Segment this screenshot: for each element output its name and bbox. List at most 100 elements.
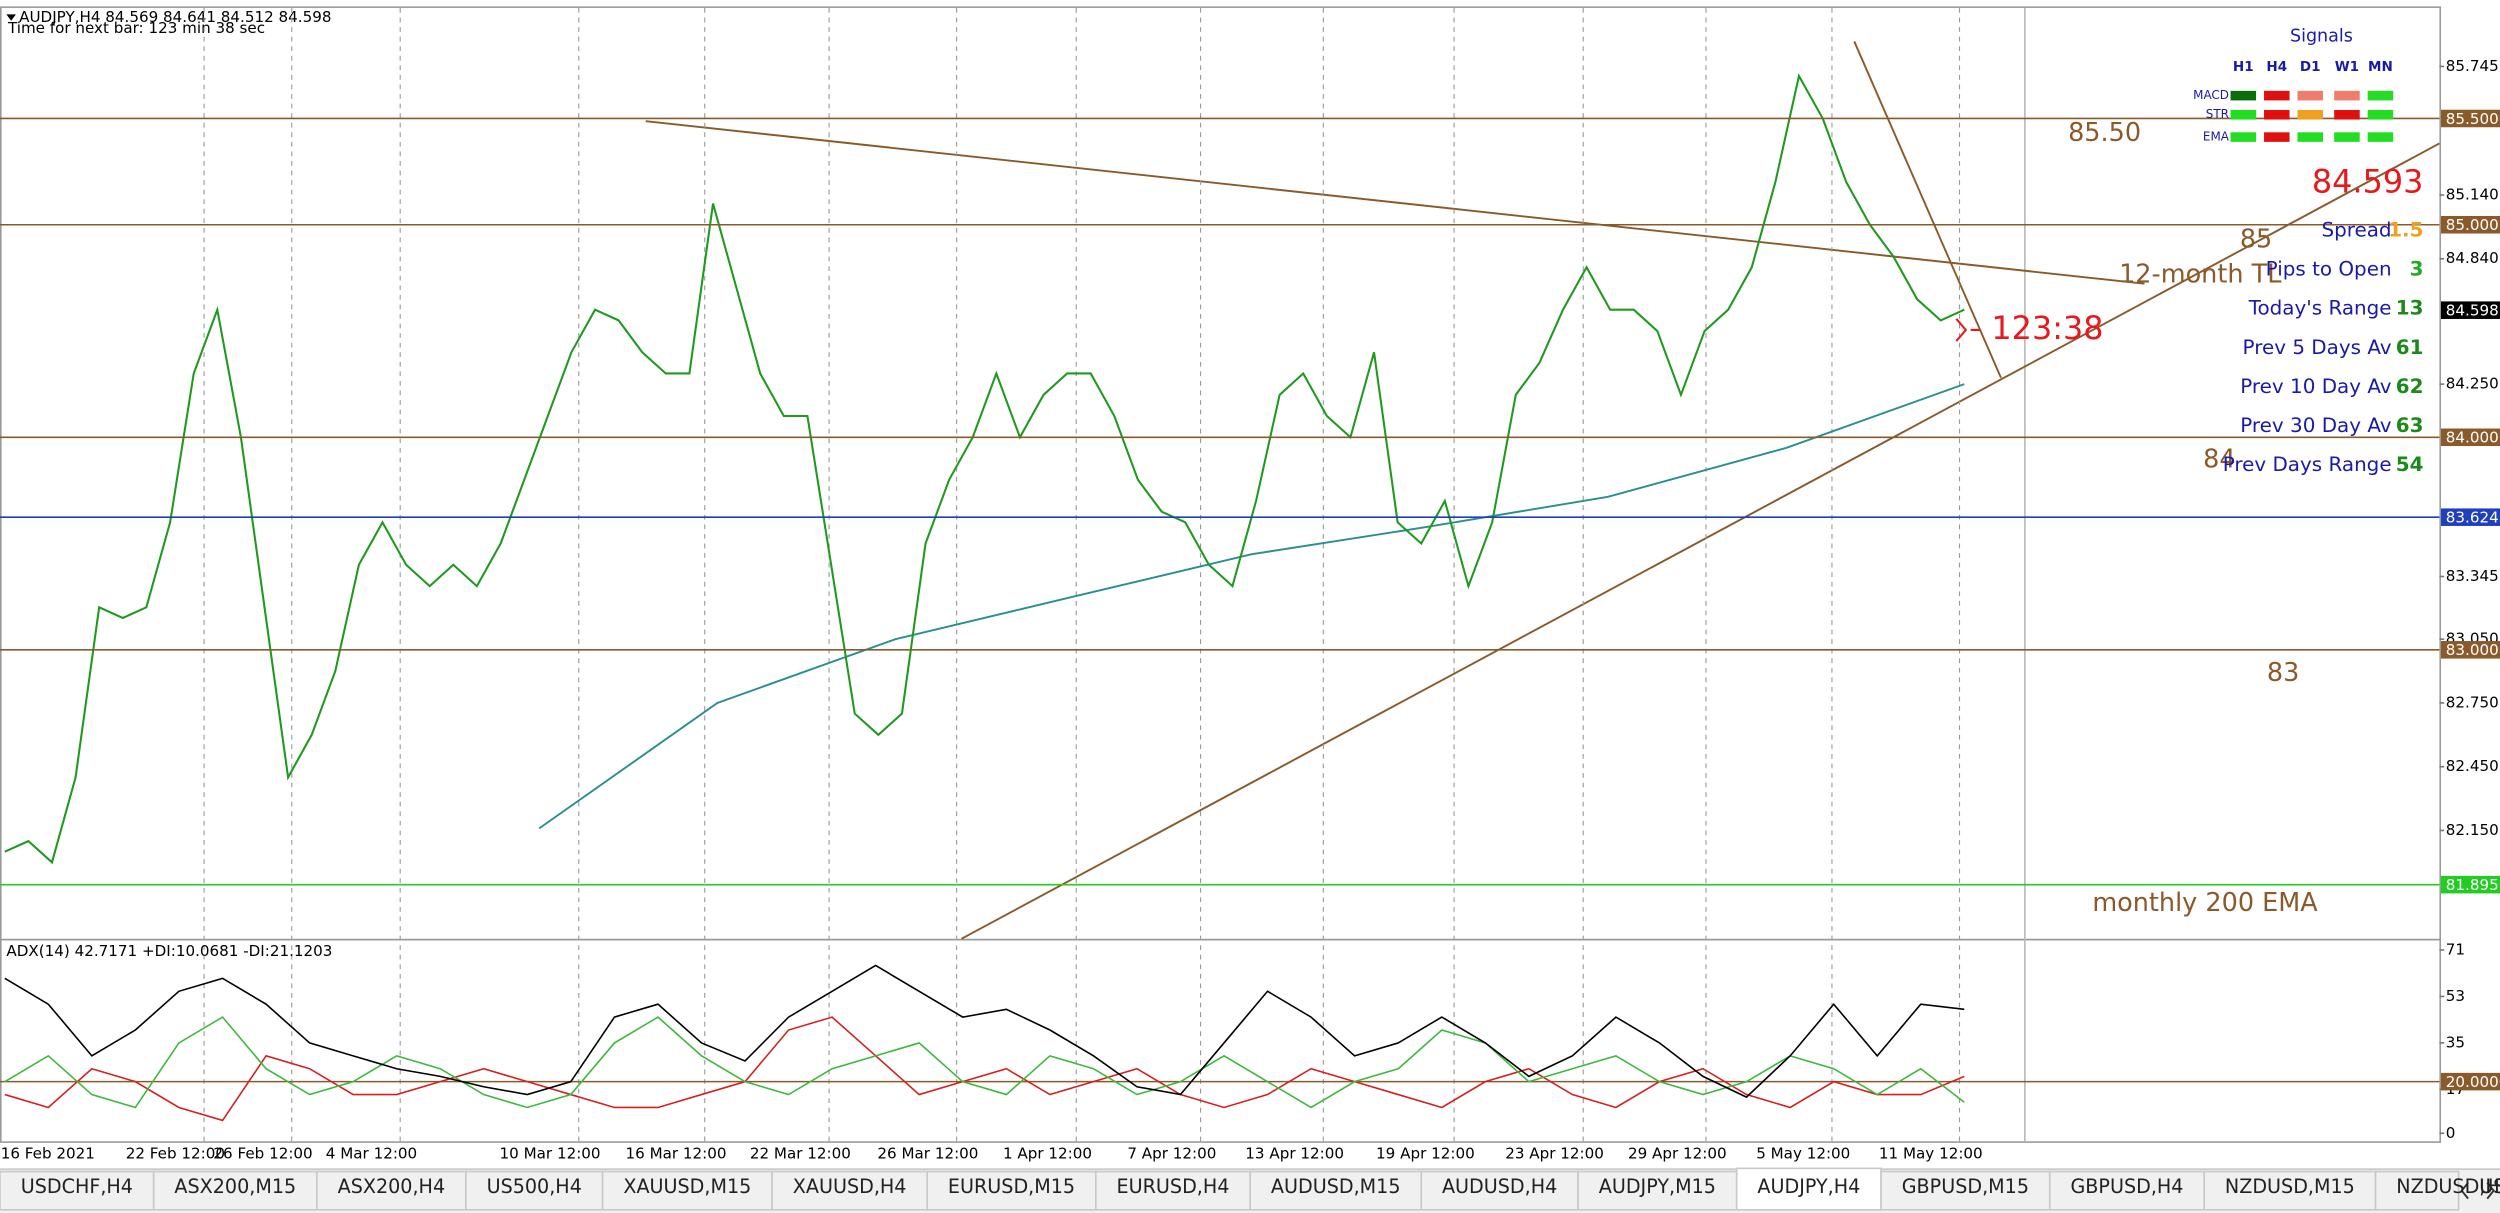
x-tick-label: 22 Feb 12:00 bbox=[126, 1145, 225, 1163]
tab[interactable]: GBPUSD,H4 bbox=[2048, 1170, 2205, 1211]
tab[interactable]: EURUSD,M15 bbox=[926, 1170, 1097, 1211]
tab-background[interactable] bbox=[926, 1170, 1097, 1211]
info-label: Prev Days Range bbox=[2223, 453, 2392, 476]
tab-label[interactable]: US500,H4 bbox=[487, 1175, 582, 1198]
tab-label[interactable]: AUDUSD,H4 bbox=[1442, 1175, 1557, 1198]
info-value: 13 bbox=[2396, 297, 2424, 320]
signal-block bbox=[2297, 90, 2324, 101]
tab[interactable]: US500,H4 bbox=[465, 1170, 604, 1211]
tab[interactable]: AUDJPY,H4 bbox=[1735, 1167, 1882, 1211]
tab-background[interactable] bbox=[1249, 1170, 1423, 1211]
current-price-label: 84.598 bbox=[2446, 301, 2499, 319]
tab-label[interactable]: NZDUSD,M15 bbox=[2225, 1175, 2355, 1198]
tab-background[interactable] bbox=[2203, 1170, 2377, 1211]
annotation: 85.50 bbox=[2068, 118, 2141, 148]
tab-background[interactable] bbox=[1095, 1170, 1251, 1211]
tab-background[interactable] bbox=[152, 1170, 318, 1211]
y-tick-label: 82.150 bbox=[2446, 821, 2499, 839]
tab-label[interactable]: ASX200,H4 bbox=[338, 1175, 445, 1198]
tab[interactable]: NZDUSD,H4 bbox=[2374, 1170, 2500, 1211]
tab-label[interactable]: GBPUSD,M15 bbox=[1902, 1175, 2029, 1198]
tab[interactable]: AUDUSD,H4 bbox=[1420, 1170, 1579, 1211]
tab-label[interactable]: AUDJPY,M15 bbox=[1599, 1175, 1716, 1198]
adx-level-box bbox=[2441, 1072, 2500, 1091]
tab[interactable]: AUDUSD,M15 bbox=[1249, 1170, 1423, 1211]
countdown: 123:38 bbox=[1991, 309, 2103, 347]
info-label: Spread bbox=[2321, 219, 2391, 242]
tab[interactable]: NZDUSD,M15 bbox=[2203, 1170, 2377, 1211]
bid-price: 84.593 bbox=[2312, 162, 2424, 200]
tab-label[interactable]: NZDUSD,H4 bbox=[2396, 1175, 2500, 1198]
tab-label[interactable]: XAUUSD,M15 bbox=[623, 1175, 751, 1198]
signal-block bbox=[2264, 132, 2290, 142]
y-tick-label: 83.345 bbox=[2446, 567, 2499, 585]
tab[interactable]: XAUUSD,M15 bbox=[601, 1170, 773, 1211]
y-tick-label: 84.840 bbox=[2446, 249, 2499, 267]
info-value: 61 bbox=[2396, 336, 2424, 359]
tab-background[interactable] bbox=[1735, 1167, 1882, 1211]
tab[interactable]: XAUUSD,H4 bbox=[771, 1170, 929, 1211]
tab[interactable]: US bbox=[2479, 1175, 2500, 1198]
info-label: Prev 30 Day Av bbox=[2240, 414, 2392, 437]
chart-header: AUDJPY,H4 84.569 84.641 84.512 84.598 bbox=[19, 8, 331, 26]
signals-column: D1 bbox=[2300, 59, 2321, 75]
annotation: 85 bbox=[2240, 225, 2272, 255]
tab-label[interactable]: EURUSD,M15 bbox=[948, 1175, 1075, 1198]
tab-background[interactable] bbox=[771, 1170, 929, 1211]
info-value: 1.5 bbox=[2388, 219, 2423, 242]
collapse-icon bbox=[6, 14, 16, 21]
tab-background[interactable] bbox=[601, 1170, 773, 1211]
tab-label[interactable]: XAUUSD,H4 bbox=[793, 1175, 907, 1198]
tab-label[interactable]: AUDJPY,H4 bbox=[1757, 1175, 1860, 1198]
y-tick-label: 0 bbox=[2446, 1124, 2456, 1142]
bar-timer: Time for next bar: 123 min 38 sec bbox=[7, 19, 265, 37]
signals-column: H1 bbox=[2233, 59, 2254, 75]
tab-label[interactable]: USDJPY,M15 bbox=[2479, 1175, 2500, 1198]
tab-label[interactable]: EURUSD,H4 bbox=[1117, 1175, 1230, 1198]
ema-200-line bbox=[538, 383, 1965, 830]
price-level-box bbox=[2441, 875, 2500, 894]
x-tick-label: 1 Apr 12:00 bbox=[1003, 1145, 1092, 1163]
signals-row-label: MACD bbox=[2193, 88, 2229, 102]
signal-block bbox=[2230, 132, 2257, 142]
signal-block bbox=[2230, 90, 2257, 101]
plus-di-line bbox=[4, 1016, 1965, 1109]
tab[interactable]: GBPUSD,M15 bbox=[1880, 1170, 2051, 1211]
tab-scroll-arrows[interactable] bbox=[2460, 1182, 2495, 1200]
tab[interactable]: AUDJPY,M15 bbox=[1577, 1170, 1738, 1211]
tab-background[interactable] bbox=[2374, 1170, 2460, 1211]
price-level-box bbox=[2441, 215, 2500, 234]
price-level-label: 83.624 bbox=[2446, 508, 2499, 526]
tab-label[interactable]: USDCHF,H4 bbox=[21, 1175, 133, 1198]
current-price-box bbox=[2441, 301, 2500, 319]
tab-label[interactable]: GBPUSD,H4 bbox=[2070, 1175, 2183, 1198]
tab-label[interactable]: AUDUSD,M15 bbox=[1271, 1175, 1401, 1198]
annotation: 84 bbox=[2203, 445, 2235, 475]
price-level-box bbox=[2441, 641, 2500, 659]
tab-background[interactable] bbox=[316, 1170, 467, 1211]
x-tick-label: 19 Apr 12:00 bbox=[1376, 1145, 1475, 1163]
price-line bbox=[4, 73, 1965, 865]
signals-column: W1 bbox=[2335, 59, 2359, 75]
info-value: 63 bbox=[2396, 414, 2424, 437]
x-tick-label: 26 Mar 12:00 bbox=[877, 1145, 978, 1163]
tab-background[interactable] bbox=[1420, 1170, 1579, 1211]
tab-label[interactable]: US bbox=[2479, 1175, 2500, 1198]
tab-label[interactable]: ASX200,M15 bbox=[174, 1175, 296, 1198]
signal-block bbox=[2367, 90, 2394, 101]
price-level-label: 85.500 bbox=[2446, 110, 2499, 128]
tab[interactable]: EURUSD,H4 bbox=[1095, 1170, 1251, 1211]
tab-background[interactable] bbox=[1577, 1170, 1738, 1211]
tab[interactable]: USDJPY,M15 bbox=[2479, 1175, 2500, 1198]
signals-row-label: STR bbox=[2206, 107, 2229, 121]
tab[interactable]: USDCHF,H4 bbox=[0, 1170, 155, 1211]
signal-block bbox=[2334, 90, 2360, 101]
tab[interactable]: ASX200,H4 bbox=[316, 1170, 467, 1211]
signal-block bbox=[2297, 109, 2324, 120]
tab-background[interactable] bbox=[2048, 1170, 2205, 1211]
y-tick-label: 82.450 bbox=[2446, 757, 2499, 775]
tab[interactable]: ASX200,M15 bbox=[152, 1170, 318, 1211]
